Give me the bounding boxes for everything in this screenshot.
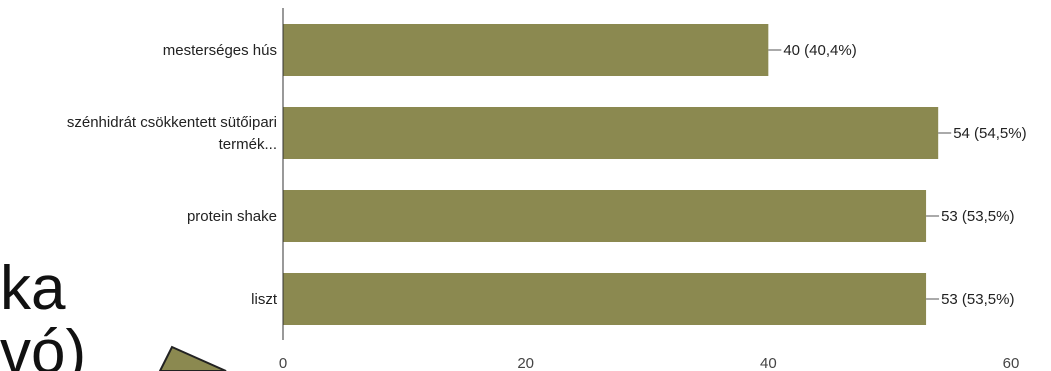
slide-text-fragment: ka — [0, 254, 66, 323]
arrow-shape — [158, 345, 227, 371]
x-tick-label: 40 — [760, 355, 777, 371]
bar — [283, 273, 927, 325]
category-label: liszt — [251, 291, 278, 308]
x-tick-labels-group: 0 20 40 60 — [279, 355, 1020, 371]
bar — [283, 190, 927, 242]
data-label: 40 (40,4%) — [783, 42, 856, 59]
bar — [283, 24, 769, 76]
leader-lines-group — [768, 49, 952, 300]
bar — [283, 107, 939, 159]
bars-group — [283, 24, 939, 325]
data-label: 53 (53,5%) — [941, 291, 1014, 308]
category-labels-group: mesterséges hús szénhidrát csökkentett sü… — [67, 42, 278, 308]
data-labels-group: 40 (40,4%) 54 (54,5%) 53 (53,5%) 53 (53,5%) — [783, 42, 1026, 308]
category-label: szénhidrát csökkentett sütőipari — [67, 114, 277, 131]
category-label: protein shake — [187, 208, 277, 225]
category-label: termék... — [219, 136, 277, 153]
x-tick-label: 0 — [279, 355, 287, 371]
data-label: 53 (53,5%) — [941, 208, 1014, 225]
x-tick-label: 20 — [517, 355, 534, 371]
data-label: 54 (54,5%) — [953, 125, 1026, 142]
slide-text-fragment: vó) — [0, 318, 87, 371]
x-tick-label: 60 — [1003, 355, 1020, 371]
category-label: mesterséges hús — [163, 42, 277, 59]
